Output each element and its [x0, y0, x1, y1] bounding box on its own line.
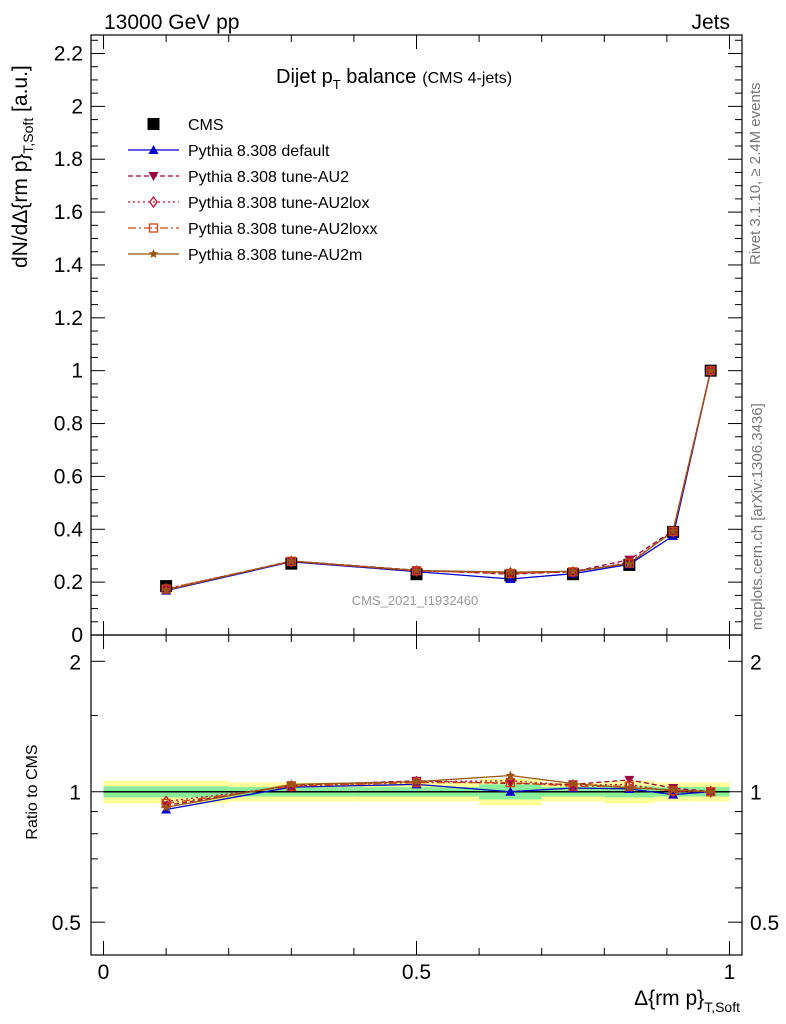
- header-left: 13000 GeV pp: [104, 11, 239, 34]
- ratio-line-5: [165, 774, 711, 809]
- ratio-point: [411, 776, 422, 786]
- x-tick-label: 0.5: [402, 961, 431, 984]
- ratio-point: [161, 802, 171, 812]
- main-y-tick-label: 2: [71, 95, 83, 118]
- legend-marker: [148, 172, 159, 181]
- ratio-point: [568, 778, 578, 788]
- ratio-y-tick-label-right: 2: [750, 651, 762, 674]
- legend: CMS Pythia 8.308 default Pythia 8.308 tune…: [128, 117, 377, 264]
- main-panel: 0 0.2 0.4 0.6 0.8 1 1.2 1.4 1.6 1.8 2 2.2 CMS_2021_…: [9, 34, 743, 647]
- ratio-point: [668, 789, 679, 799]
- data-point: [668, 526, 678, 536]
- data-point: [568, 566, 578, 576]
- data-point: [705, 365, 716, 375]
- main-y-tick-label: 0: [71, 624, 83, 647]
- legend-marker: [148, 195, 159, 209]
- ratio-y-label: Ratio to CMS: [24, 744, 41, 839]
- legend-label: Pythia 8.308 tune-AU2: [188, 169, 349, 186]
- data-point: [161, 582, 171, 595]
- main-y-tick-label: 1: [71, 360, 83, 383]
- legend-marker: [148, 249, 159, 259]
- main-y-tick-label: 0.8: [54, 413, 83, 436]
- data-point: [411, 565, 422, 575]
- legend-marker: [148, 145, 159, 154]
- chart-title: Dijet pT balance (CMS 4-jets): [276, 66, 512, 92]
- ratio-x-ticks: 0 0.5 1: [98, 635, 736, 984]
- main-series: [160, 364, 717, 595]
- x-tick-label: 0: [98, 961, 110, 984]
- data-point: [624, 558, 635, 568]
- legend-label: CMS: [188, 117, 224, 134]
- ratio-panel: 0.5 0.51 12 2 0 0.5 1 Ratio to CMS Δ{rm p}T,S…: [24, 634, 779, 1015]
- main-y-label: dN/dΔ{rm p}T,Soft [a.u.]: [9, 65, 36, 268]
- mcplots-label: mcplots.cern.ch [arXiv:1306.3436]: [749, 403, 766, 630]
- main-y-tick-label: 0.6: [54, 465, 83, 488]
- ratio-line-1: [165, 783, 711, 811]
- x-tick-label: 1: [724, 961, 736, 984]
- ratio-y-tick-label: 0.5: [52, 912, 81, 935]
- main-x-tickmarks: [103, 35, 730, 635]
- ratio-y-tick-label-right: 1: [750, 782, 762, 805]
- data-point: [161, 585, 171, 595]
- main-y-tick-label: 0.4: [54, 518, 84, 541]
- main-y-ticks: 0 0.2 0.4 0.6 0.8 1 1.2 1.4 1.6 1.8 2 2.2: [54, 39, 742, 647]
- legend-label: Pythia 8.308 tune-AU2m: [188, 247, 362, 264]
- main-y-tick-label: 2.2: [54, 43, 83, 66]
- ratio-y-tick-label: 2: [69, 651, 81, 674]
- main-y-tick-label: 1.2: [54, 307, 83, 330]
- main-y-tick-label: 1.6: [54, 201, 83, 224]
- series-line-5: [165, 370, 712, 591]
- header-right: Jets: [691, 11, 730, 34]
- watermark: CMS_2021_I1932460: [352, 593, 479, 608]
- legend-marker: [148, 223, 159, 233]
- ratio-point: [286, 779, 297, 789]
- ratio-point: [705, 786, 716, 796]
- ratio-point: [505, 777, 516, 788]
- ratio-point: [505, 770, 516, 780]
- ratio-y-tick-label-right: 0.5: [750, 912, 779, 935]
- ratio-point: [505, 786, 516, 796]
- rivet-label: Rivet 3.1.10, ≥ 2.4M events: [747, 83, 764, 266]
- legend-marker: [147, 118, 160, 130]
- ratio-series: [161, 770, 716, 814]
- main-y-tick-label: 1.4: [54, 254, 84, 277]
- main-y-tick-label: 0.2: [54, 571, 83, 594]
- data-point: [505, 567, 516, 577]
- legend-label: Pythia 8.308 tune-AU2loxx: [188, 221, 377, 238]
- main-y-tick-label: 1.8: [54, 148, 83, 171]
- ratio-y-ticks: 0.5 0.5 1 1 2 2: [52, 651, 779, 935]
- legend-label: Pythia 8.308 default: [188, 143, 330, 160]
- ratio-point: [668, 784, 678, 794]
- ratio-y-tick-label: 1: [69, 782, 81, 805]
- legend-label: Pythia 8.308 tune-AU2lox: [188, 195, 369, 212]
- data-point: [286, 555, 297, 566]
- ratio-point: [624, 783, 635, 793]
- x-axis-label: Δ{rm p}T,Soft: [634, 987, 740, 1015]
